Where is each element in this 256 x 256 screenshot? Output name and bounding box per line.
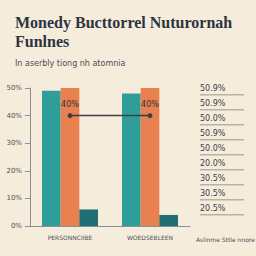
svg-text:50.9%: 50.9% [200, 99, 226, 108]
svg-text:40%: 40% [141, 100, 159, 109]
svg-text:WOEDSEBLEEN: WOEDSEBLEEN [127, 234, 173, 241]
svg-text:30.5%: 30.5% [200, 174, 226, 183]
svg-text:Monedy Bucttorrel Nuturornah: Monedy Bucttorrel Nuturornah [15, 14, 236, 32]
svg-text:50.0%: 50.0% [200, 144, 226, 153]
svg-text:20.5%: 20.5% [200, 204, 226, 213]
svg-text:20.0%: 20.0% [200, 159, 226, 168]
svg-text:Aslinme Sttle nnore: Aslinme Sttle nnore [196, 236, 255, 243]
svg-text:20%: 20% [6, 167, 22, 175]
svg-text:0%: 0% [11, 222, 22, 230]
svg-text:PERSONNCIIBE: PERSONNCIIBE [48, 234, 93, 241]
svg-text:50.9%: 50.9% [200, 84, 226, 93]
svg-text:10%: 10% [6, 194, 22, 202]
svg-text:50%: 50% [6, 84, 22, 92]
svg-text:50.9%: 50.9% [200, 129, 226, 138]
svg-text:30%: 30% [6, 139, 22, 147]
svg-text:In aserbly tiong nh atomnia: In aserbly tiong nh atomnia [15, 59, 125, 68]
svg-text:40%: 40% [6, 112, 22, 120]
svg-text:Funlnes: Funlnes [15, 33, 69, 50]
svg-text:50.0%: 50.0% [200, 114, 226, 123]
svg-text:30.5%: 30.5% [200, 189, 226, 198]
svg-text:40%: 40% [61, 100, 79, 109]
